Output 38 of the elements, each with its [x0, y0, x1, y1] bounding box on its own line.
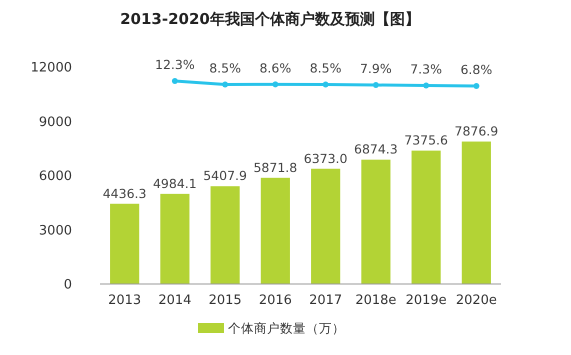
bar — [160, 194, 190, 284]
data-label: 7.3% — [410, 62, 442, 77]
y-tick-label: 3000 — [38, 223, 72, 238]
bar — [412, 150, 441, 284]
data-label: 7.9% — [360, 61, 392, 76]
x-tick-label: 2016 — [258, 293, 292, 308]
x-tick-label: 2020e — [456, 293, 497, 308]
bar — [311, 168, 340, 284]
data-label: 5407.9 — [203, 168, 248, 184]
bar — [462, 142, 491, 284]
data-label: 8.6% — [259, 60, 292, 76]
data-label: 4984.1 — [153, 176, 197, 191]
bar — [210, 186, 240, 284]
data-label: 7876.9 — [454, 124, 498, 139]
x-tick-label: 2017 — [309, 293, 342, 308]
data-label: 5871.8 — [254, 160, 298, 175]
data-label: 6373.0 — [304, 150, 348, 166]
bar — [361, 160, 390, 284]
y-tick-label: 9000 — [38, 114, 72, 130]
y-tick-label: 6000 — [38, 169, 72, 184]
bar — [110, 204, 140, 284]
data-label: 8.5% — [310, 60, 342, 76]
x-tick-label: 2014 — [158, 293, 192, 308]
bar — [260, 178, 290, 284]
y-tick-label: 0 — [64, 278, 72, 293]
x-tick-label: 2018e — [355, 293, 396, 308]
x-tick-label: 2019e — [406, 293, 447, 308]
data-label: 4436.3 — [102, 186, 146, 201]
y-tick-label: 12000 — [30, 60, 72, 76]
x-tick-label: 2013 — [108, 293, 142, 308]
chart-title: 2013-2020年我国个体商户数及预测【图】 — [120, 10, 420, 28]
legend-label: 个体商户数量（万） — [228, 320, 345, 336]
x-tick-label: 2015 — [208, 293, 242, 308]
data-label: 12.3% — [155, 57, 195, 72]
data-label: 6.8% — [460, 62, 492, 77]
data-label: 7375.6 — [404, 132, 448, 148]
data-label: 8.5% — [209, 60, 242, 76]
data-label: 6874.3 — [354, 142, 398, 157]
